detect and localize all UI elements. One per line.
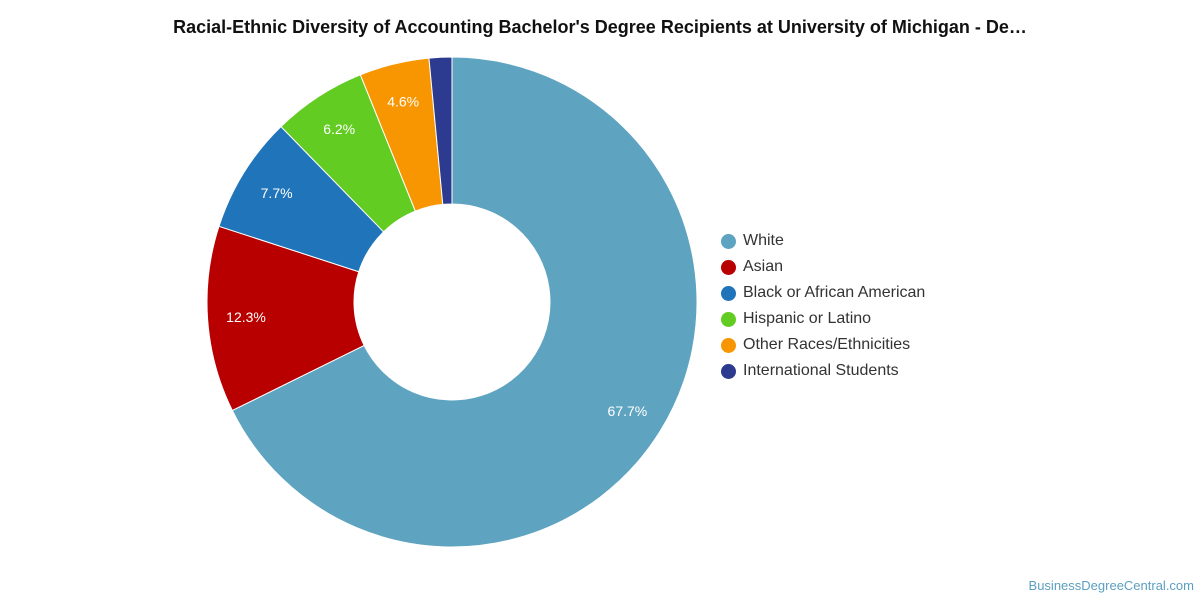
legend-label: Hispanic or Latino — [743, 310, 872, 327]
legend-item-hispanic-or-latino[interactable]: Hispanic or Latino — [721, 306, 925, 332]
slice-white[interactable] — [231, 56, 698, 548]
slice-label-asian: 12.3% — [226, 309, 266, 325]
slice-label-white: 67.7% — [608, 403, 648, 419]
legend-item-other-races-ethnicities[interactable]: Other Races/Ethnicities — [721, 332, 925, 358]
legend-item-black-or-african-american[interactable]: Black or African American — [721, 280, 925, 306]
legend-marker — [721, 311, 736, 327]
legend-marker — [721, 233, 736, 249]
slice-label-black-or-african-american: 7.7% — [261, 185, 293, 201]
legend-marker — [721, 285, 736, 301]
legend-item-white[interactable]: White — [721, 228, 925, 254]
legend-marker — [721, 259, 736, 275]
legend-label: Asian — [743, 258, 784, 275]
chart-legend: White Asian Black or African American Hispa… — [721, 228, 925, 384]
legend-item-international-students[interactable]: International Students — [721, 358, 925, 384]
legend-marker — [721, 363, 736, 379]
legend-label: White — [743, 232, 784, 249]
legend-label: International Students — [743, 362, 899, 379]
slice-international-students[interactable] — [428, 56, 453, 205]
slice-asian[interactable] — [206, 225, 365, 412]
legend-item-asian[interactable]: Asian — [721, 254, 925, 280]
slice-label-other-races-ethnicities: 4.6% — [387, 93, 419, 109]
source-credit-link[interactable]: BusinessDegreeCentral.com — [1028, 578, 1194, 593]
legend-label: Other Races/Ethnicities — [743, 336, 911, 353]
legend-label: Black or African American — [743, 284, 926, 301]
chart-title: Racial-Ethnic Diversity of Accounting Ba… — [173, 17, 1027, 37]
legend-marker — [721, 337, 736, 353]
slice-label-hispanic-or-latino: 6.2% — [323, 121, 355, 137]
